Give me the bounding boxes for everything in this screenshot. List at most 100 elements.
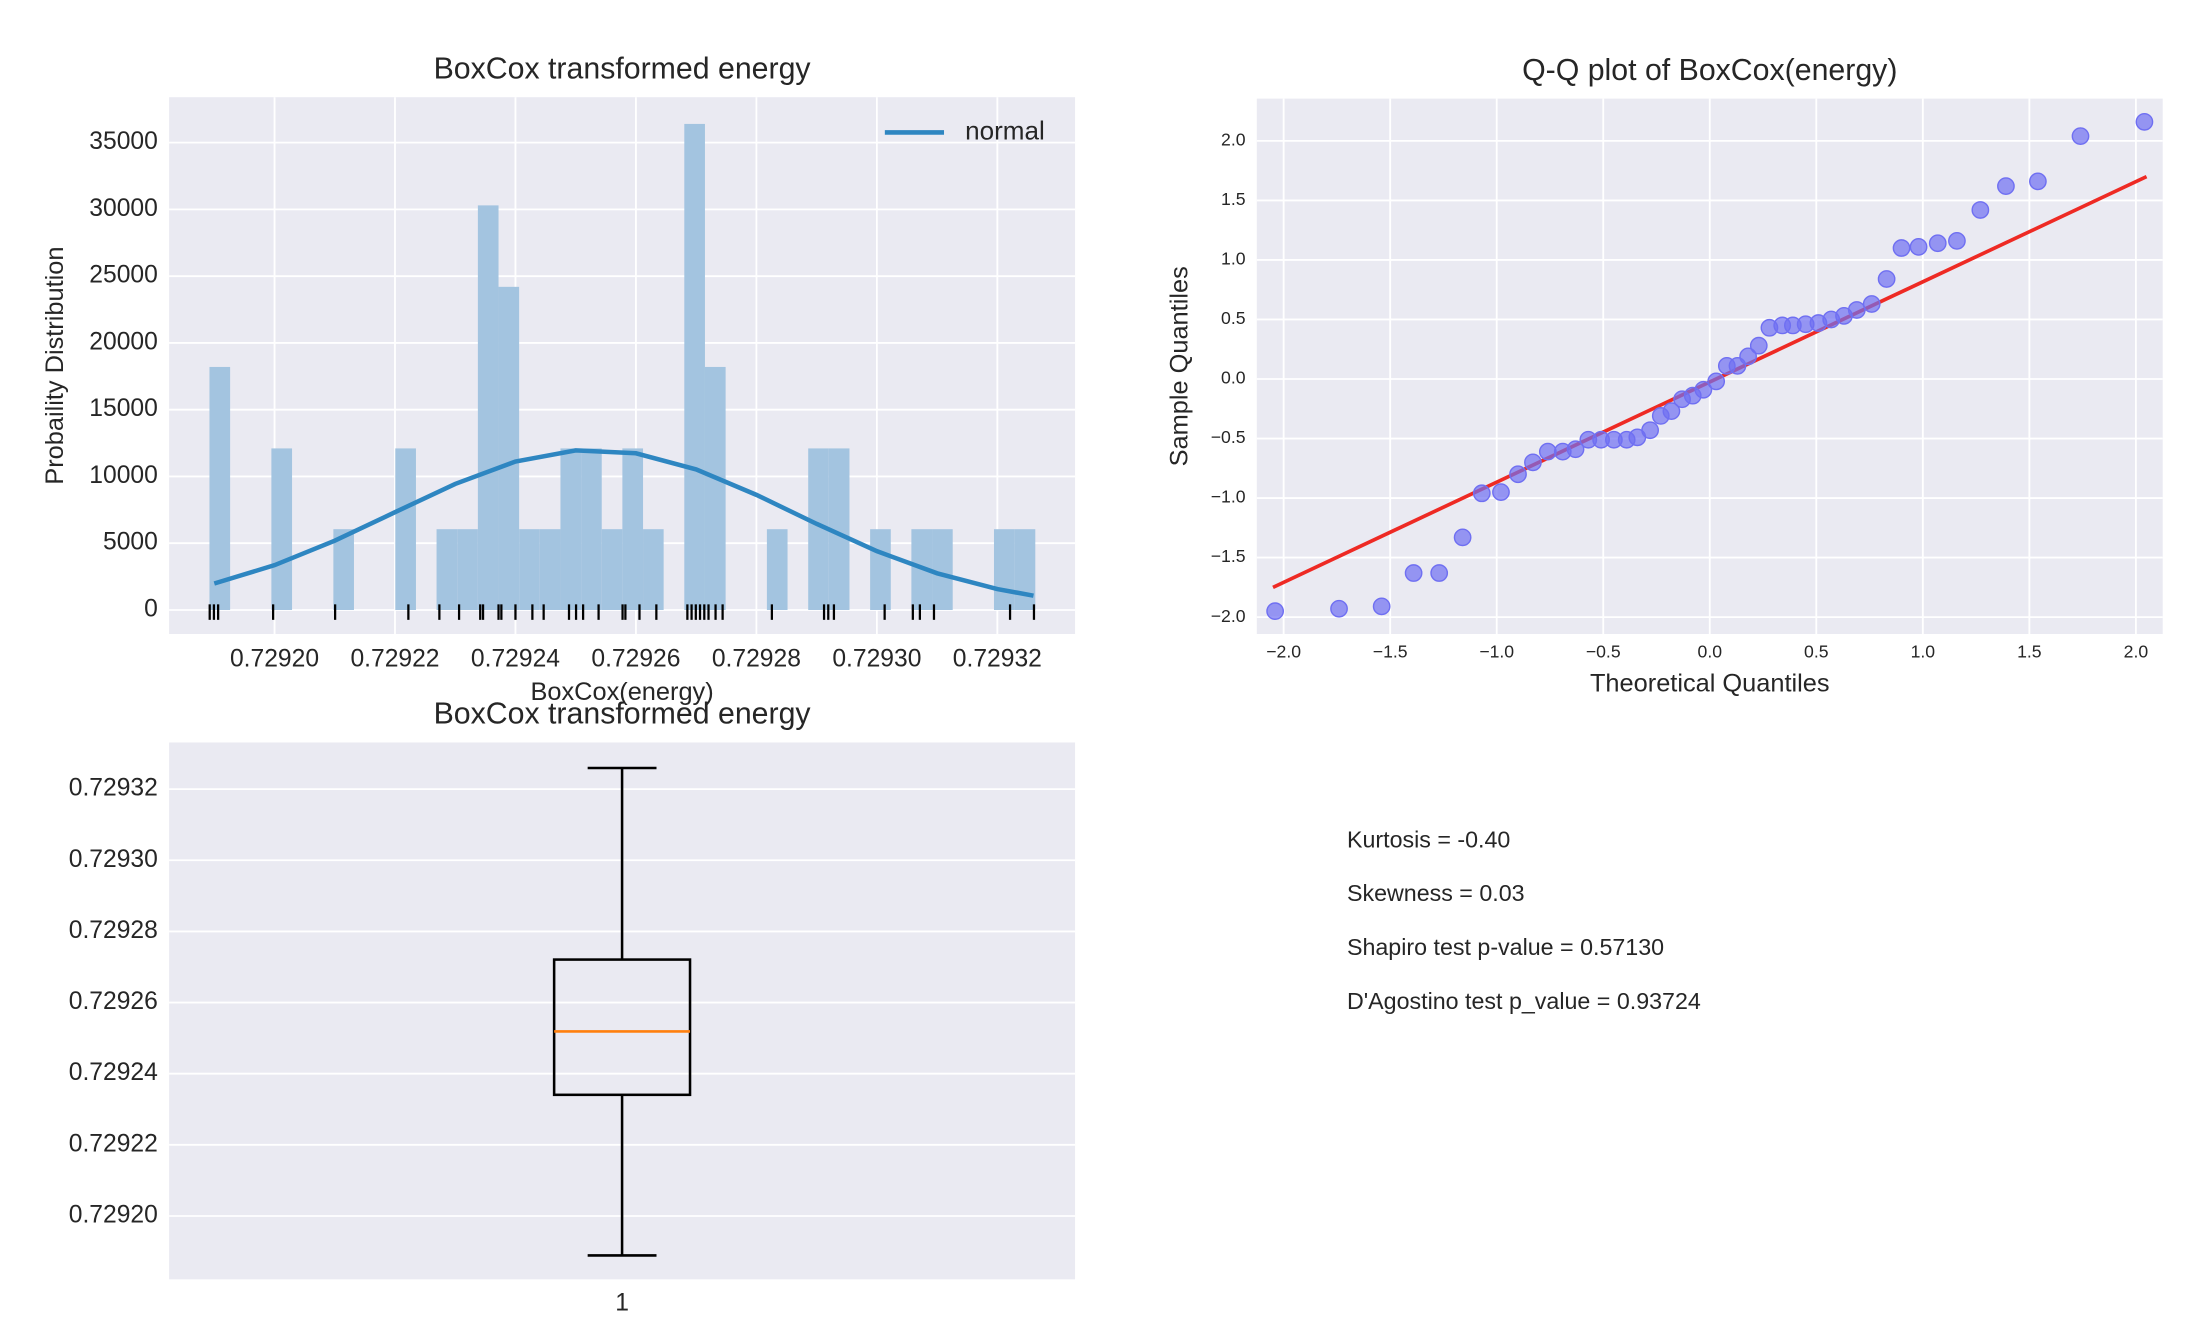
stat-line: Shapiro test p-value = 0.57130	[1347, 934, 1664, 960]
x-tick-label: 1.5	[2017, 642, 2042, 662]
x-tick-label: 1.0	[1911, 642, 1936, 662]
x-tick-label: 0.72920	[230, 646, 319, 673]
histogram-bar	[539, 529, 561, 610]
qq-point	[1662, 402, 1681, 421]
qq-point	[1971, 201, 1990, 219]
y-tick-label: 20000	[89, 328, 158, 355]
histogram-bar	[601, 529, 623, 610]
x-tick-label: −2.0	[1266, 642, 1301, 662]
qq-point	[1372, 597, 1391, 616]
qq-point	[1707, 372, 1726, 391]
qq-point	[1453, 528, 1472, 547]
histogram-bar	[560, 448, 582, 610]
normal-curve	[213, 448, 1034, 598]
qq-point	[1928, 234, 1947, 253]
histogram-bar	[457, 529, 478, 610]
qq-point	[1892, 239, 1911, 257]
x-tick-label: −1.0	[1479, 642, 1514, 662]
y-tick-label: 0.72920	[69, 1202, 158, 1229]
histogram-bar	[209, 366, 231, 610]
y-tick-label: 1.5	[1221, 189, 1246, 209]
y-tick-label: 0.72928	[69, 917, 158, 944]
y-tick-label: 10000	[89, 462, 158, 489]
qq-point	[1847, 301, 1866, 319]
qq-point	[1862, 295, 1881, 313]
qq-point	[2029, 172, 2047, 191]
stat-line: Skewness = 0.03	[1347, 880, 1525, 906]
histogram-bar	[704, 366, 726, 610]
y-tick-label: 0.72932	[69, 775, 158, 802]
x-tick-label: 0.72928	[712, 646, 801, 673]
histogram-bar	[519, 529, 540, 610]
qq-point	[1404, 564, 1423, 582]
x-tick-label: 0.5	[1804, 642, 1829, 662]
qq-point	[1739, 347, 1757, 366]
qq-point	[1694, 380, 1713, 399]
qq-point	[1749, 336, 1768, 355]
x-tick-label: 0.72926	[591, 646, 680, 673]
qq-point	[1430, 564, 1449, 582]
y-tick-label: 25000	[89, 262, 158, 289]
y-tick-label: −1.5	[1211, 546, 1246, 566]
qq-point	[2135, 112, 2154, 131]
histogram-bar	[766, 529, 788, 610]
qq-point	[1524, 453, 1542, 472]
x-tick-label: 0.72924	[471, 646, 560, 673]
chart-title: Q-Q plot of BoxCox(energy)	[1522, 54, 1897, 87]
qq-point	[1997, 177, 2015, 196]
qq-point	[1538, 442, 1557, 461]
y-tick-label: 0.5	[1221, 308, 1246, 328]
y-tick-label: 30000	[89, 195, 158, 222]
y-tick-label: 0.72924	[69, 1059, 158, 1086]
qq-point	[1566, 440, 1585, 459]
x-axis-label: BoxCox(energy)	[530, 678, 713, 706]
y-tick-label: 0.72930	[69, 846, 158, 873]
x-tick-label: 2.0	[2124, 642, 2149, 662]
x-tick-label: 0.72930	[832, 646, 921, 673]
y-tick-label: 0.0	[1221, 368, 1246, 388]
x-tick-label: −0.5	[1586, 642, 1621, 662]
histogram-bar	[581, 448, 602, 610]
y-tick-label: 35000	[89, 128, 158, 155]
y-axis-label: Probaility Distribution	[41, 247, 69, 485]
qq-point	[1909, 237, 1928, 256]
y-tick-label: −2.0	[1211, 606, 1246, 626]
x-tick-label: 1	[615, 1289, 629, 1316]
stat-line: D'Agostino test p_value = 0.93724	[1347, 988, 1701, 1014]
stat-line: Kurtosis = -0.40	[1347, 826, 1510, 852]
chart-title: BoxCox transformed energy	[434, 52, 812, 85]
y-tick-label: −0.5	[1211, 427, 1246, 447]
x-tick-label: −1.5	[1373, 642, 1408, 662]
y-tick-label: 15000	[89, 395, 158, 422]
histogram-bar	[870, 529, 891, 610]
y-tick-label: 5000	[103, 529, 158, 556]
histogram-bar	[808, 448, 829, 610]
qq-point	[1472, 484, 1491, 503]
histogram-bar	[271, 448, 293, 610]
x-axis-label: Theoretical Quantiles	[1590, 669, 1830, 697]
qq-point	[1509, 465, 1527, 484]
y-tick-label: 0.72926	[69, 988, 158, 1015]
qq-point	[1948, 232, 1966, 250]
histogram-bar	[828, 448, 850, 610]
histogram-bar	[498, 286, 520, 610]
histogram-bar	[477, 205, 499, 610]
histogram-bar	[436, 529, 458, 610]
y-axis-label: Sample Quantiles	[1165, 266, 1193, 466]
histogram-bar	[1014, 529, 1036, 610]
x-tick-label: 0.72932	[953, 646, 1042, 673]
y-tick-label: 0	[144, 595, 158, 622]
y-tick-label: −1.0	[1211, 487, 1246, 507]
box	[552, 958, 692, 1097]
qq-point	[2071, 127, 2090, 146]
y-tick-label: 2.0	[1221, 130, 1246, 150]
y-tick-label: 0.72922	[69, 1130, 158, 1157]
qq-point	[1266, 602, 1284, 621]
histogram-bar	[643, 529, 664, 610]
chart-title: BoxCox transformed energy	[434, 698, 812, 731]
y-tick-label: 1.0	[1221, 249, 1246, 269]
histogram-bar	[622, 448, 644, 610]
histogram-bar	[993, 529, 1015, 610]
histogram-bar	[684, 123, 705, 610]
